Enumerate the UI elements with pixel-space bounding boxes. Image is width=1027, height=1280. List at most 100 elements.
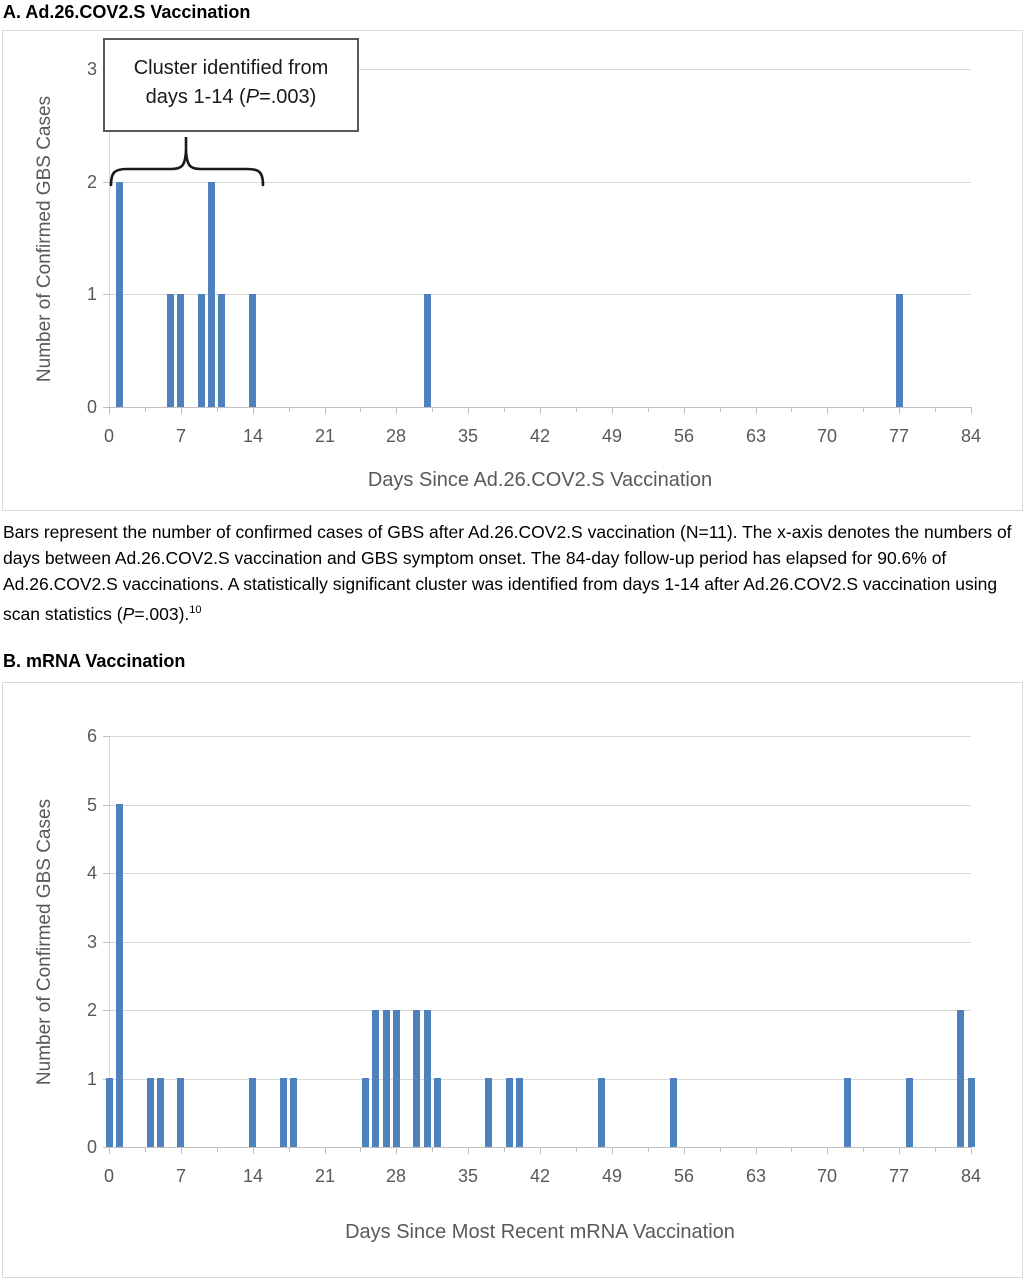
caption-text: Bars represent the number of confirmed c… [3, 522, 1012, 624]
panel-a-y-axis-title: Number of Confirmed GBS Cases [34, 95, 55, 383]
x-tick-mark [756, 408, 757, 414]
y-tick-label: 2 [86, 172, 97, 192]
x-minor-tick-mark [720, 1148, 721, 1152]
annotation-line2-post: =.003) [259, 86, 317, 108]
cluster-brace-icon [109, 137, 265, 187]
panel-b-y-axis-title: Number of Confirmed GBS Cases [34, 798, 55, 1086]
y-tick-label: 6 [86, 726, 97, 746]
x-tick-mark [612, 408, 613, 414]
x-tick-mark [325, 408, 326, 414]
gbs-case-bar [485, 1078, 492, 1147]
y-tick-mark [103, 182, 110, 183]
gbs-case-bar [147, 1078, 154, 1147]
y-tick-mark [103, 805, 110, 806]
x-tick-mark [899, 408, 900, 414]
x-minor-tick-mark [863, 408, 864, 412]
panel-b-chart: Number of Confirmed GBS Cases Days Since… [2, 682, 1023, 1278]
x-minor-tick-mark [432, 408, 433, 412]
panel-a-x-axis-title: Days Since Ad.26.COV2.S Vaccination [367, 469, 713, 491]
annotation-line1: Cluster identified from [133, 57, 329, 79]
gridline [109, 942, 971, 943]
x-tick-label: 35 [457, 426, 479, 446]
x-minor-tick-mark [791, 408, 792, 412]
x-minor-tick-mark [217, 1148, 218, 1152]
x-tick-mark [827, 408, 828, 414]
x-tick-label: 21 [314, 1166, 336, 1186]
x-tick-label: 28 [385, 1166, 407, 1186]
x-tick-mark [827, 1148, 828, 1154]
gbs-case-bar [167, 294, 174, 407]
x-axis-line [103, 1147, 972, 1148]
gbs-case-bar [249, 294, 256, 407]
y-tick-label: 2 [86, 1000, 97, 1020]
panel-a-title: A. Ad.26.COV2.S Vaccination [3, 2, 251, 22]
x-tick-mark [253, 1148, 254, 1154]
x-axis-line [103, 407, 972, 408]
x-tick-mark [684, 408, 685, 414]
x-tick-mark [253, 408, 254, 414]
cluster-annotation-box: Cluster identified from days 1-14 (P=.00… [103, 38, 359, 132]
gridline [109, 182, 971, 183]
x-tick-label: 14 [242, 1166, 264, 1186]
x-minor-tick-mark [504, 1148, 505, 1152]
y-tick-label: 3 [86, 59, 97, 79]
x-tick-label: 56 [673, 1166, 695, 1186]
gridline [109, 1079, 971, 1080]
x-tick-label: 7 [175, 1166, 186, 1186]
x-minor-tick-mark [576, 408, 577, 412]
gbs-case-bar [362, 1078, 369, 1147]
caption-reference-superscript: 10 [189, 604, 202, 616]
x-tick-label: 14 [242, 426, 264, 446]
gbs-case-bar [177, 1078, 184, 1147]
x-tick-label: 0 [103, 426, 114, 446]
panel-b-x-axis-title: Days Since Most Recent mRNA Vaccination [345, 1221, 735, 1243]
x-tick-label: 63 [745, 426, 767, 446]
x-tick-mark [396, 1148, 397, 1154]
x-tick-label: 70 [816, 1166, 838, 1186]
gridline [109, 69, 971, 70]
y-axis-line [109, 69, 110, 407]
gridline [109, 294, 971, 295]
y-tick-label: 1 [86, 284, 97, 304]
x-minor-tick-mark [360, 1148, 361, 1152]
gbs-case-bar [516, 1078, 523, 1147]
y-tick-label: 3 [86, 932, 97, 952]
gbs-case-bar [598, 1078, 605, 1147]
gbs-case-bar [177, 294, 184, 407]
caption-text-end: =.003). [134, 603, 190, 624]
x-tick-mark [971, 408, 972, 414]
y-tick-label: 5 [86, 795, 97, 815]
x-tick-mark [468, 1148, 469, 1154]
x-tick-label: 21 [314, 426, 336, 446]
x-tick-label: 7 [175, 426, 186, 446]
annotation-line2-pre: days 1-14 ( [145, 86, 246, 108]
x-tick-label: 84 [960, 1166, 982, 1186]
x-minor-tick-mark [648, 1148, 649, 1152]
y-tick-label: 0 [86, 397, 97, 417]
gbs-case-bar [372, 1010, 379, 1147]
gbs-case-bar [957, 1010, 964, 1147]
x-tick-label: 49 [601, 1166, 623, 1186]
x-tick-label: 28 [385, 426, 407, 446]
gbs-case-bar [290, 1078, 297, 1147]
x-tick-label: 49 [601, 426, 623, 446]
gbs-case-bar [670, 1078, 677, 1147]
gbs-case-bar [116, 804, 123, 1147]
x-minor-tick-mark [432, 1148, 433, 1152]
gbs-case-bar [208, 182, 215, 407]
gridline [109, 873, 971, 874]
gbs-case-bar [106, 1078, 113, 1147]
x-tick-mark [899, 1148, 900, 1154]
x-minor-tick-mark [648, 408, 649, 412]
gbs-case-bar [896, 294, 903, 407]
x-tick-label: 56 [673, 426, 695, 446]
gbs-case-bar [906, 1078, 913, 1147]
panel-a-chart: Number of Confirmed GBS Cases Days Since… [2, 30, 1023, 511]
x-tick-mark [181, 1148, 182, 1154]
y-tick-label: 0 [86, 1137, 97, 1157]
gbs-case-bar [506, 1078, 513, 1147]
x-tick-mark [468, 408, 469, 414]
x-tick-mark [325, 1148, 326, 1154]
caption-p-italic: P [122, 603, 135, 624]
